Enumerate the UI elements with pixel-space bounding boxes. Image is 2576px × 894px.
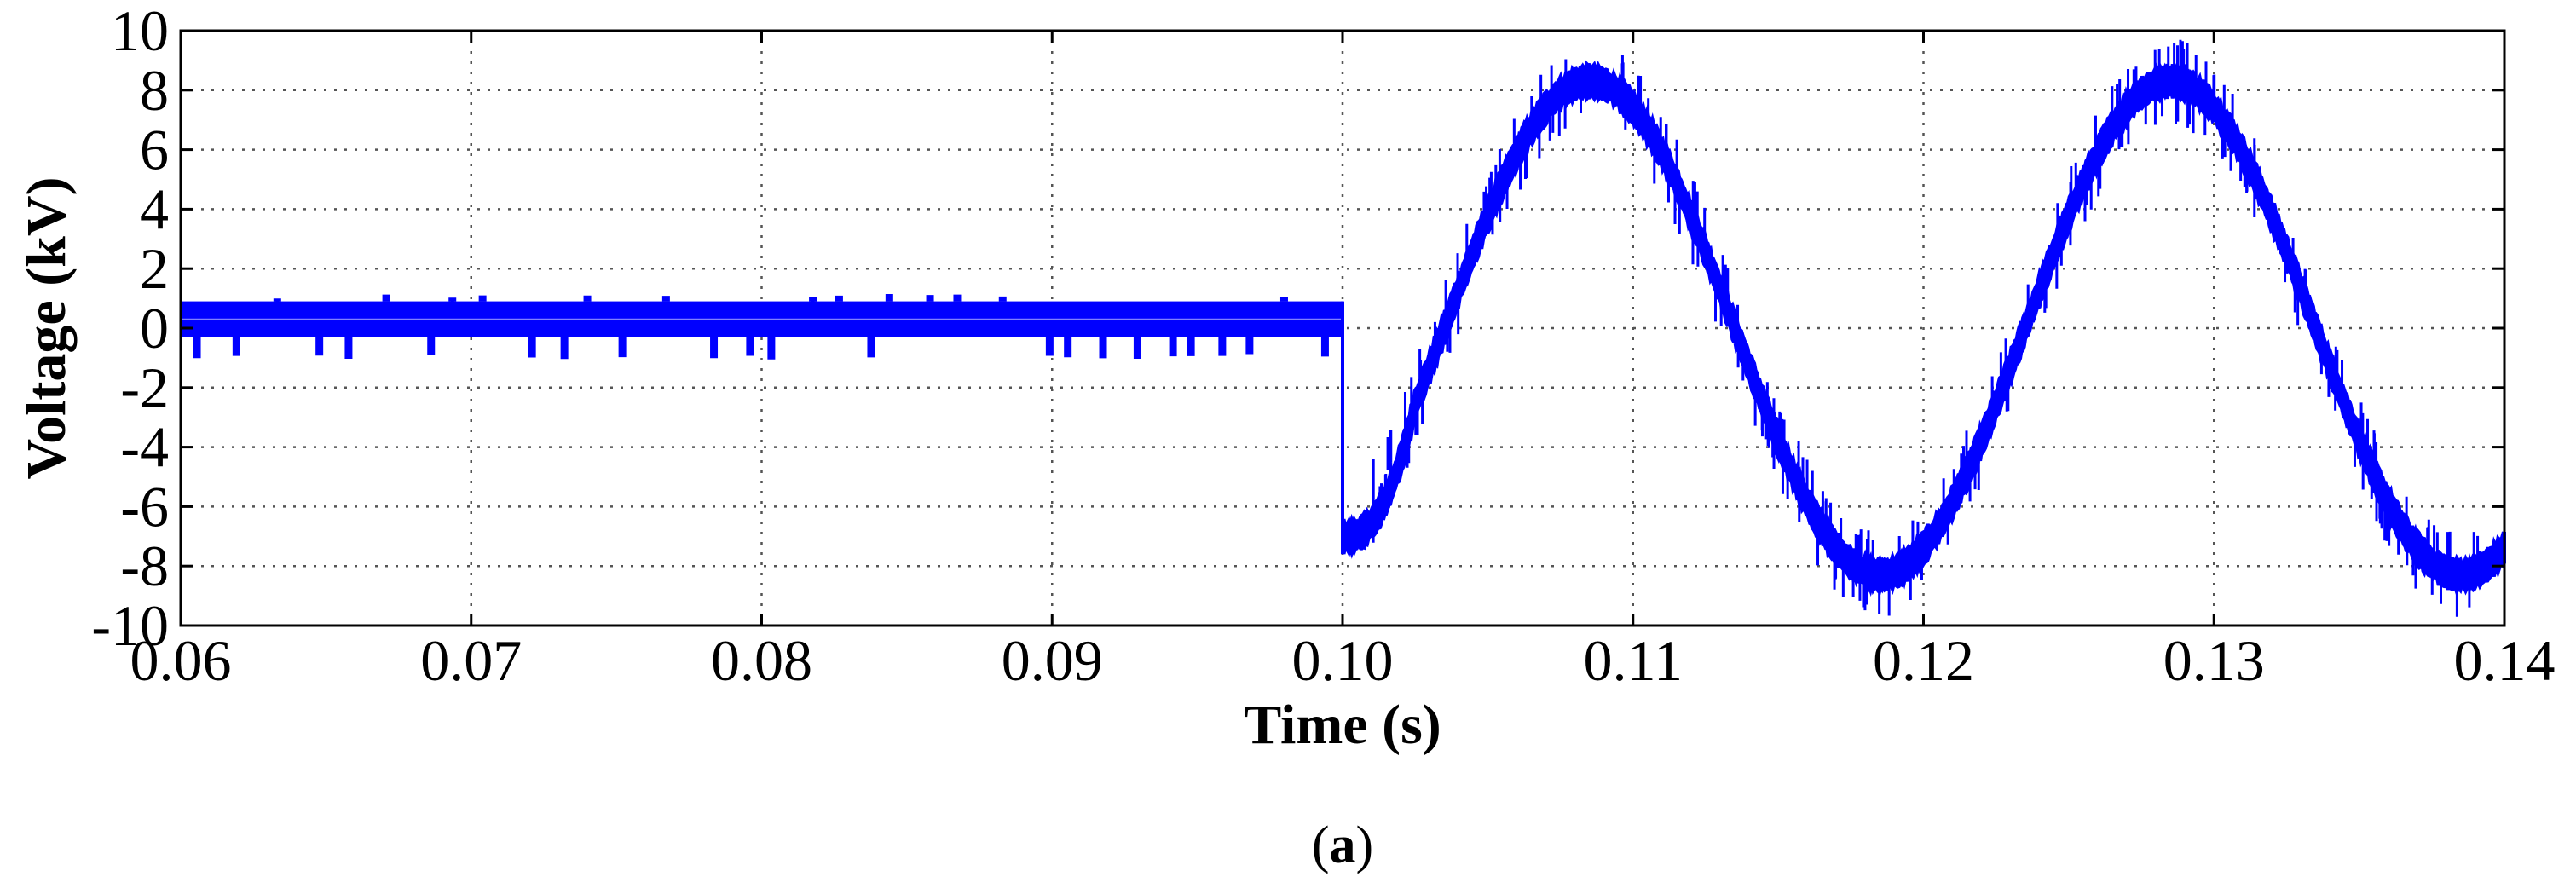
- x-tick-label: 0.09: [1002, 628, 1103, 693]
- x-tick-label: 0.08: [711, 628, 812, 693]
- caption-letter: a: [1330, 816, 1356, 874]
- x-tick-label: 0.13: [2163, 628, 2265, 693]
- y-tick-label: -4: [120, 415, 169, 480]
- y-tick-label: 6: [140, 118, 169, 182]
- x-axis-title: Time (s): [1244, 694, 1441, 756]
- x-tick-label: 0.06: [130, 628, 232, 693]
- y-tick-label: 10: [111, 0, 169, 63]
- y-tick-label: 8: [140, 58, 169, 123]
- caption-open: (: [1312, 816, 1330, 874]
- y-tick-label: -2: [120, 355, 169, 420]
- post-step-noise: [1372, 39, 2480, 617]
- y-tick-label: -10: [91, 593, 169, 658]
- pre-step-spikes: [193, 294, 1329, 360]
- panel-caption: (a): [1312, 816, 1373, 874]
- x-tick-label: 0.10: [1292, 628, 1394, 693]
- x-tick-label: 0.11: [1584, 628, 1683, 693]
- x-tick-label: 0.07: [420, 628, 522, 693]
- y-tick-label: -8: [120, 534, 169, 598]
- caption-close: ): [1356, 816, 1374, 874]
- x-tick-label: 0.12: [1873, 628, 1974, 693]
- y-tick-label: 0: [140, 296, 169, 360]
- y-axis-title: Voltage (kV): [15, 176, 78, 479]
- y-tick-label: -6: [120, 474, 169, 539]
- y-tick-label: 4: [140, 176, 169, 241]
- y-tick-label: 2: [140, 236, 169, 301]
- x-tick-label: 0.14: [2454, 628, 2556, 693]
- tick-layer: [179, 29, 2506, 627]
- series-layer: [181, 39, 2506, 617]
- label-layer: 0.06 0.07 0.08 0.09 0.10 0.11 0.12 0.13 0.14 1086…: [91, 0, 2555, 693]
